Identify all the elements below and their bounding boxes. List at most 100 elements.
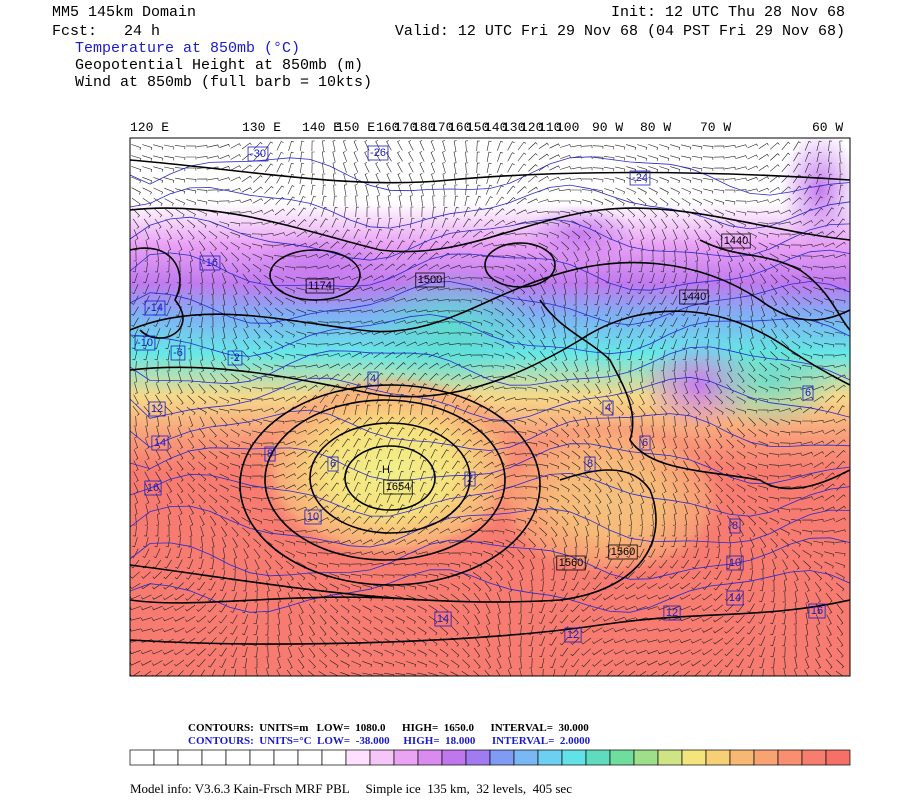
height-contour [130, 310, 850, 398]
temperature-contour-info: CONTOURS: UNITS=°C LOW= -38.000 HIGH= 18… [188, 735, 591, 747]
longitude-label: 140 E [302, 120, 341, 135]
color-bar-cell [393, 749, 419, 766]
color-bar-cell [705, 749, 731, 766]
height-label: 1560 [611, 546, 635, 558]
color-bar-cell [369, 749, 395, 766]
temperature-label: 14 [154, 437, 166, 449]
label-box [367, 371, 379, 387]
height-label: 1500 [418, 274, 442, 286]
height-contour [130, 599, 850, 645]
field-wind: Wind at 850mb (full barb = 10kts) [75, 74, 372, 91]
longitude-label: 150 [466, 120, 489, 135]
cold-region [525, 205, 635, 265]
color-bar-cell [321, 749, 347, 766]
label-box [663, 605, 681, 621]
label-box [679, 289, 709, 305]
label-box [602, 400, 614, 416]
label-box [148, 401, 166, 417]
longitude-label: 120 E [130, 120, 169, 135]
label-box [227, 350, 243, 366]
forecast-hour: Fcst: 24 h [52, 23, 160, 40]
longitude-label: 80 W [640, 120, 671, 135]
color-bar-cell [177, 749, 203, 766]
color-bar-cell [441, 749, 467, 766]
height-label: 1440 [682, 291, 706, 303]
height-contour-info: CONTOURS: UNITS=m LOW= 1080.0 HIGH= 1650… [188, 722, 589, 734]
color-bar-cell [129, 749, 155, 766]
longitude-label: 160 [376, 120, 399, 135]
label-box [726, 555, 744, 571]
temperature-label: 16 [811, 605, 823, 617]
coastlines [130, 239, 850, 604]
temperature-label: -24 [632, 172, 648, 184]
color-bar-cell [297, 749, 323, 766]
height-contour [130, 261, 850, 333]
color-bar-cell [801, 749, 827, 766]
temperature-label: 2 [467, 473, 473, 485]
label-box [721, 233, 751, 249]
longitude-label: 120 [520, 120, 543, 135]
label-box [726, 590, 744, 606]
valid-time: Valid: 12 UTC Fri 29 Nov 68 (04 PST Fri … [395, 23, 845, 40]
warm-high-region [250, 375, 530, 565]
color-bar-cell [465, 749, 491, 766]
temperature-label: -10 [137, 337, 153, 349]
height-contour [130, 159, 850, 184]
height-label: 1654 [386, 481, 410, 493]
height-contours [130, 159, 850, 645]
temperature-label: 6 [642, 437, 648, 449]
color-bar-cell [633, 749, 659, 766]
color-bar-cell [249, 749, 275, 766]
temperature-label: -14 [147, 302, 163, 314]
temperature-label: 4 [605, 402, 611, 414]
height-contour [130, 469, 657, 603]
temperature-label: 14 [437, 613, 449, 625]
height-contour [309, 422, 471, 534]
domain-title: MM5 145km Domain [52, 4, 196, 21]
label-box [199, 255, 221, 271]
color-bar-cell [561, 749, 587, 766]
label-box [802, 385, 814, 401]
cold-low-region [250, 230, 390, 310]
color-bar-cell [777, 749, 803, 766]
temperature-label: 8 [587, 458, 593, 470]
label-box [327, 456, 339, 472]
longitude-label: 90 W [592, 120, 623, 135]
field-temperature: Temperature at 850mb (°C) [75, 40, 300, 57]
field-height: Geopotential Height at 850mb (m) [75, 57, 363, 74]
color-bar-cell [153, 749, 179, 766]
temperature-label: 6 [805, 387, 811, 399]
height-contour [269, 249, 361, 301]
color-bar-cell [417, 749, 443, 766]
label-box [464, 471, 476, 487]
color-bar-cell [537, 749, 563, 766]
label-box [144, 300, 166, 316]
height-contour [239, 384, 541, 586]
label-box [415, 272, 445, 288]
color-bar-cell [225, 749, 251, 766]
label-box [564, 627, 582, 643]
temperature-label: -16 [202, 257, 218, 269]
height-contour [484, 242, 556, 288]
label-box [151, 435, 169, 451]
label-box [304, 509, 322, 525]
temperature-label: 8 [267, 448, 273, 460]
longitude-label: 130 [502, 120, 525, 135]
label-box [608, 544, 638, 560]
color-bar-cell [825, 749, 851, 766]
longitude-label: 170 [430, 120, 453, 135]
temperature-label: 14 [729, 592, 741, 604]
temperature-label: 4 [370, 373, 376, 385]
height-label: 1174 [308, 280, 332, 292]
temperature-label: 12 [567, 629, 579, 641]
color-bar-cell [753, 749, 779, 766]
temperature-label: 10 [729, 557, 741, 569]
height-label: 1560 [559, 557, 583, 569]
color-bar-cell [513, 749, 539, 766]
temperature-label: 10 [307, 511, 319, 523]
map-frame [129, 137, 851, 677]
color-bar-cell [609, 749, 635, 766]
longitude-label: 60 W [812, 120, 843, 135]
